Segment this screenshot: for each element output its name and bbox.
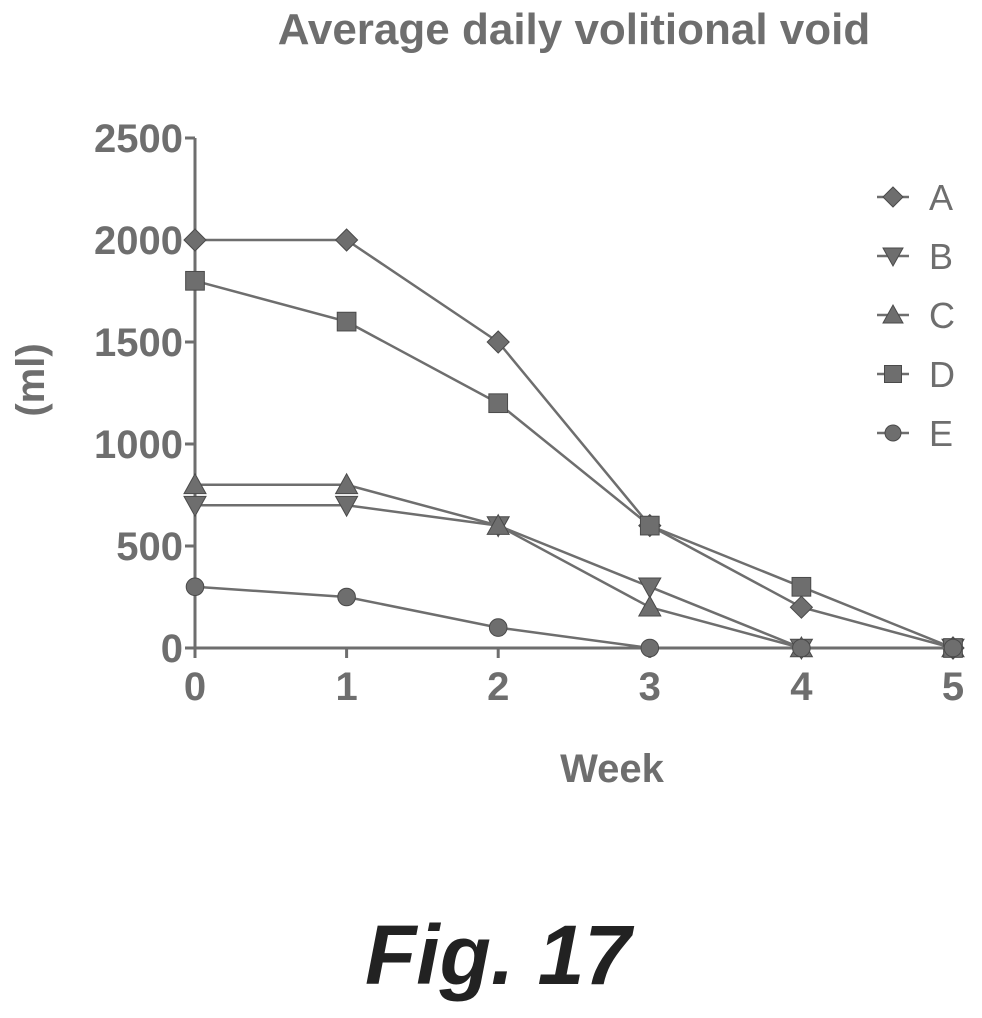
data-point xyxy=(486,513,511,535)
data-point xyxy=(637,577,662,599)
data-point xyxy=(488,393,509,414)
y-tick-label: 2000 xyxy=(94,219,183,263)
x-tick-label: 0 xyxy=(184,665,206,709)
data-point xyxy=(334,228,359,252)
figure-caption: Fig. 17 xyxy=(365,908,634,1002)
data-point xyxy=(488,618,508,637)
y-axis-label: (ml) xyxy=(9,343,53,416)
data-point xyxy=(337,587,356,607)
y-tick-label: 0 xyxy=(161,627,183,671)
data-point xyxy=(943,638,963,658)
series-e xyxy=(185,577,963,658)
data-point xyxy=(183,228,207,252)
data-point xyxy=(183,472,207,495)
series-line xyxy=(195,483,953,650)
legend-label: E xyxy=(929,413,953,454)
y-tick-label: 500 xyxy=(116,525,183,569)
series-d xyxy=(185,270,963,658)
data-point xyxy=(791,576,812,597)
x-tick-label: 5 xyxy=(942,665,964,709)
legend-marker xyxy=(884,365,902,383)
x-axis-label: Week xyxy=(560,747,665,791)
legend-marker xyxy=(882,247,904,268)
data-point xyxy=(185,577,205,597)
data-point xyxy=(334,495,359,518)
chart-title: Average daily volitional void xyxy=(278,5,871,54)
x-tick-label: 1 xyxy=(335,665,357,709)
data-point xyxy=(336,311,357,332)
series-line xyxy=(195,503,953,650)
legend-marker xyxy=(882,303,904,324)
series-c xyxy=(183,472,965,658)
legend-item: B xyxy=(877,236,953,277)
data-point xyxy=(334,472,359,495)
legend-label: D xyxy=(929,354,955,395)
series-b xyxy=(183,495,965,661)
data-point xyxy=(183,495,207,518)
legend-label: B xyxy=(929,236,953,277)
x-tick-label: 2 xyxy=(487,665,509,709)
x-ticks: 0 1 2 3 4 5 xyxy=(184,648,964,709)
data-point xyxy=(639,515,660,536)
data-point xyxy=(637,595,662,617)
legend-label: C xyxy=(929,295,955,336)
data-point xyxy=(789,595,814,619)
legend-item: D xyxy=(877,354,955,395)
data-point xyxy=(185,270,205,291)
x-tick-label: 4 xyxy=(790,665,813,709)
series-line xyxy=(194,585,953,650)
y-tick-label: 1500 xyxy=(94,321,183,365)
y-tick-label: 1000 xyxy=(94,423,183,467)
data-point xyxy=(640,638,660,658)
x-tick-label: 3 xyxy=(639,665,661,709)
series-line xyxy=(195,238,954,650)
legend-marker xyxy=(884,424,902,442)
data-point xyxy=(486,330,510,354)
legend-marker xyxy=(882,186,904,208)
axes xyxy=(193,138,953,650)
y-tick-label: 2500 xyxy=(94,117,183,161)
series-group xyxy=(183,228,965,661)
legend-item: E xyxy=(877,413,953,454)
legend-item: C xyxy=(877,295,955,336)
data-point xyxy=(792,638,811,658)
y-ticks: 0 500 1000 1500 2000 2500 xyxy=(94,117,195,671)
legend-item: A xyxy=(877,177,953,218)
series-line xyxy=(194,279,954,650)
legend-label: A xyxy=(929,177,953,218)
